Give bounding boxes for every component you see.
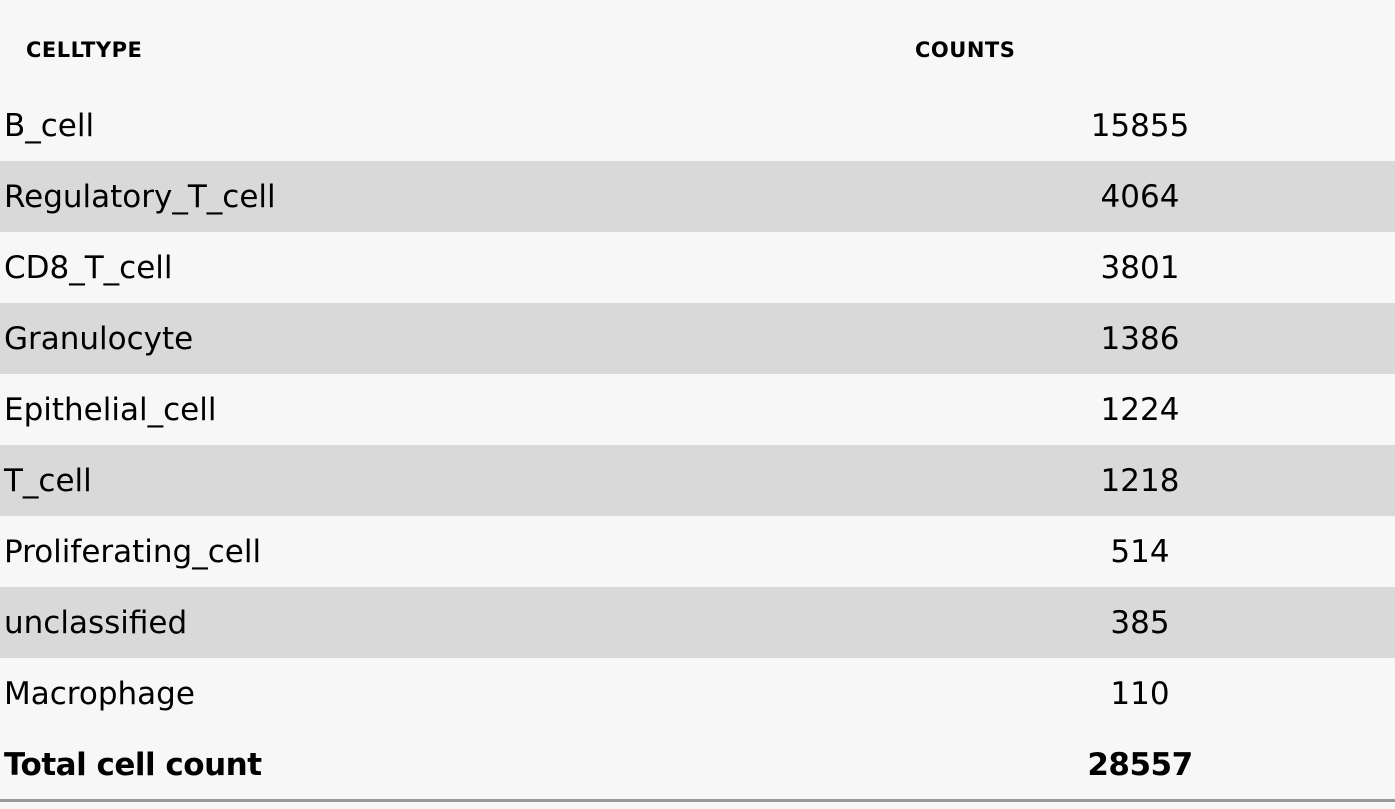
table-row: Regulatory_T_cell 4064 [0, 161, 1395, 232]
table-row: unclassified 385 [0, 587, 1395, 658]
header-row: CELLTYPE COUNTS [0, 14, 1395, 85]
table-row: Granulocyte 1386 [0, 303, 1395, 374]
cell-type: Regulatory_T_cell [4, 178, 276, 215]
table-row: Macrophage 110 [0, 658, 1395, 729]
cell-type: T_cell [4, 462, 92, 499]
cell-count: 385 [1110, 604, 1170, 641]
table-row: T_cell 1218 [0, 445, 1395, 516]
bottom-rule [0, 799, 1395, 802]
cell-type: Granulocyte [4, 320, 194, 357]
table-row: Epithelial_cell 1224 [0, 374, 1395, 445]
column-header: CELLTYPE [26, 37, 143, 62]
cell-count: 3801 [1100, 249, 1180, 286]
total-count: 28557 [1087, 746, 1193, 783]
cell-type: Proliferating_cell [4, 533, 262, 570]
cell-count: 514 [1110, 533, 1170, 570]
cell-count: 1386 [1100, 320, 1180, 357]
table-row: Proliferating_cell 514 [0, 516, 1395, 587]
total-label: Total cell count [4, 746, 262, 783]
cell-type: Macrophage [4, 675, 195, 712]
cell-count: 1224 [1100, 391, 1180, 428]
cell-type: CD8_T_cell [4, 249, 173, 286]
cell-type: B_cell [4, 107, 95, 144]
column-header: COUNTS [915, 37, 1016, 62]
cell-count: 15855 [1090, 107, 1190, 144]
total-row: Total cell count 28557 [0, 729, 1395, 800]
table-row: B_cell 15855 [0, 90, 1395, 161]
table-row: CD8_T_cell 3801 [0, 232, 1395, 303]
cell-count: 1218 [1100, 462, 1180, 499]
cell-count: 110 [1110, 675, 1170, 712]
cell-type: Epithelial_cell [4, 391, 217, 428]
cell-count: 4064 [1100, 178, 1180, 215]
cell-type: unclassified [4, 604, 188, 641]
